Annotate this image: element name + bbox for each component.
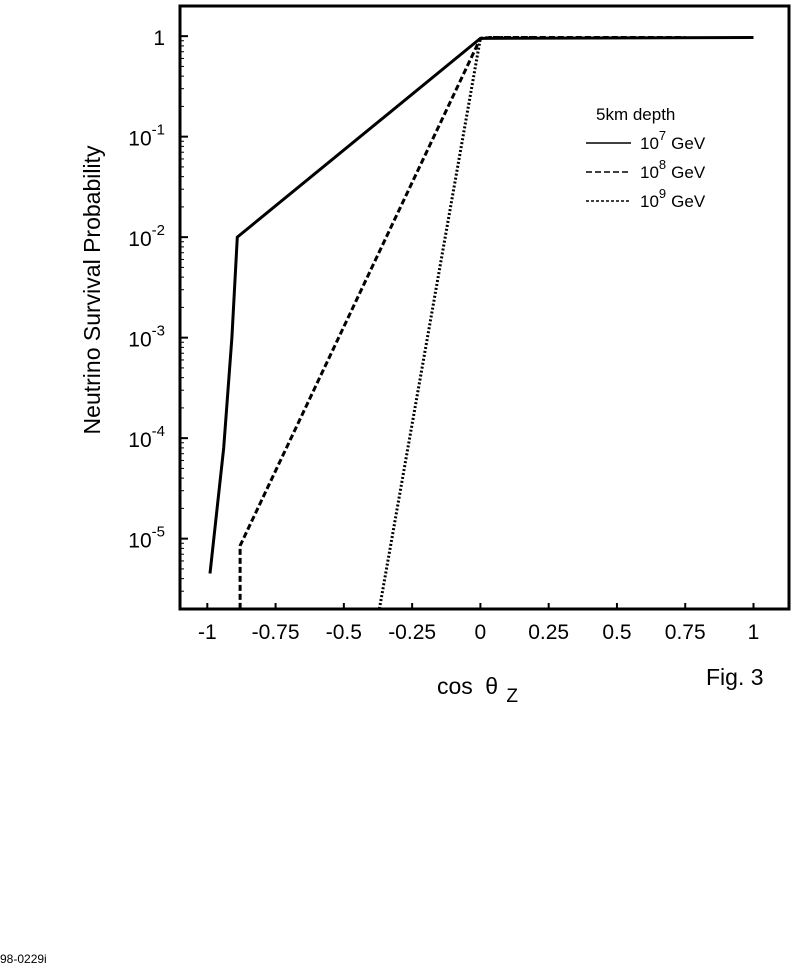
legend-label-2: 109 GeV bbox=[640, 186, 706, 211]
x-tick-label: -0.5 bbox=[326, 621, 362, 644]
legend-label-0: 107 GeV bbox=[640, 128, 706, 153]
y-axis-label: Neutrino Survival Probability bbox=[79, 145, 105, 434]
x-tick-label: -0.75 bbox=[252, 621, 300, 644]
x-tick-label: 0.75 bbox=[665, 621, 706, 644]
y-tick-label: 10-5 bbox=[128, 524, 165, 553]
x-tick-label: 0 bbox=[475, 621, 487, 644]
document-id: 98-0229i bbox=[0, 952, 47, 966]
x-axis-label: cos θ Z bbox=[437, 673, 518, 707]
figure-label: Fig. 3 bbox=[706, 664, 764, 690]
y-tick-label: 1 bbox=[153, 27, 165, 50]
series-line-2 bbox=[377, 36, 535, 610]
y-tick-label: 10-3 bbox=[128, 323, 165, 352]
legend-label-1: 108 GeV bbox=[640, 157, 706, 182]
x-tick-label: -0.25 bbox=[388, 621, 436, 644]
x-tick-label: 0.25 bbox=[528, 621, 569, 644]
y-tick-label: 10-1 bbox=[128, 122, 165, 151]
legend-title: 5km depth bbox=[596, 105, 675, 124]
x-tick-label: 1 bbox=[748, 621, 760, 644]
x-tick-label: -1 bbox=[198, 621, 217, 644]
chart: -1 -0.75 -0.5 -0.25 0 0.25 0.5 0.75 1 1 10-1 10-2 10… bbox=[79, 4, 791, 707]
y-tick-label: 10-4 bbox=[128, 423, 165, 452]
x-tick-label: 0.5 bbox=[602, 621, 631, 644]
y-tick-label: 10-2 bbox=[128, 222, 165, 251]
plot-frame bbox=[178, 4, 791, 611]
